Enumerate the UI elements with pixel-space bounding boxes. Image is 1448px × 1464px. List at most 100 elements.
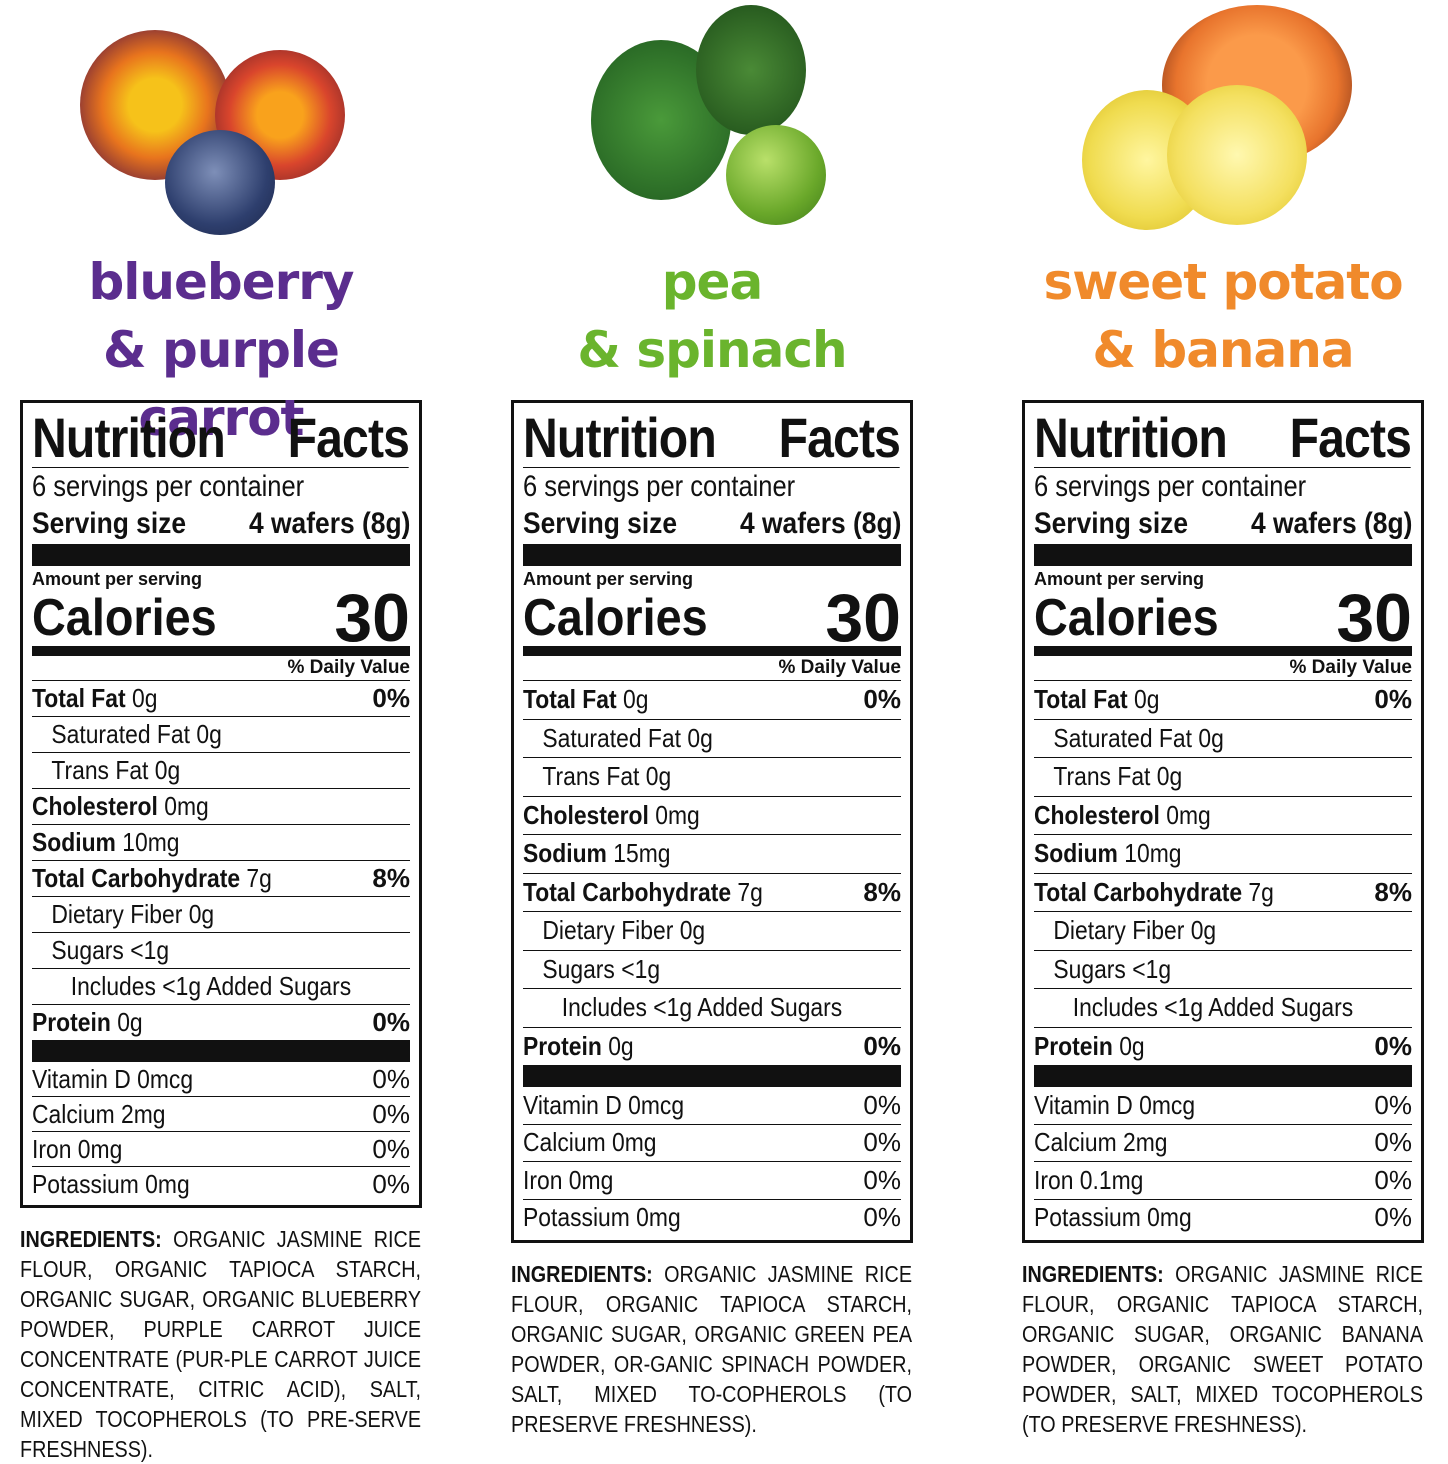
vitamin-name: Iron 0mg	[523, 1164, 614, 1195]
nutrient-amount: 0mg	[655, 799, 700, 830]
calories-label: Calories	[523, 589, 708, 647]
vitamin-row: Vitamin D 0mcg 0%	[32, 1062, 410, 1097]
nutrient-row: Includes <1g Added Sugars	[523, 989, 901, 1028]
nutrient-daily-value: 0%	[1374, 684, 1412, 715]
nutrient-amount: 0g	[1134, 684, 1160, 715]
nutrient-label: Sugars <1g	[32, 935, 169, 966]
vitamin-daily-value: 0%	[1374, 1202, 1412, 1233]
nutrient-daily-value: 8%	[863, 876, 901, 907]
vitamin-name: Calcium 0mg	[523, 1127, 657, 1158]
nutrient-daily-value: 0%	[1374, 1030, 1412, 1061]
nutrient-amount: <1g	[130, 935, 170, 965]
ingredients-label: INGREDIENTS:	[1022, 1261, 1164, 1287]
nutrient-row: Total Carbohydrate 7g 8%	[32, 861, 410, 897]
heading-right: Facts	[778, 406, 901, 469]
blueberry-purple-carrot-photo	[20, 0, 422, 240]
nutrient-row: Trans Fat 0g	[1034, 758, 1412, 797]
calories-label: Calories	[32, 589, 217, 647]
heading-left: Nutrition	[1034, 406, 1228, 469]
nutrient-label: Saturated Fat 0g	[523, 723, 712, 754]
vitamin-row: Potassium 0mg 0%	[523, 1200, 901, 1237]
nutrient-label: Total Carbohydrate 7g	[523, 877, 763, 908]
nutrient-row: Protein 0g 0%	[32, 1005, 410, 1062]
nutrient-row: Sugars <1g	[32, 933, 410, 969]
servings-per-container: 6 servings per container	[1034, 470, 1307, 503]
nutrient-row: Total Fat 0g 0%	[1034, 681, 1412, 720]
vitamin-row: Calcium 2mg 0%	[1034, 1125, 1412, 1162]
vitamin-row: Iron 0mg 0%	[32, 1132, 410, 1167]
nutrient-name: Total Carbohydrate	[1034, 876, 1243, 907]
nutrient-amount: 0g	[1119, 1030, 1145, 1061]
nutrient-label: Cholesterol 0mg	[32, 791, 209, 822]
nutrition-facts-label: Nutrition Facts 6 servings per container Se…	[1022, 400, 1424, 1243]
nutrient-label: Total Fat 0g	[32, 683, 157, 714]
nutrient-label: Dietary Fiber 0g	[1034, 915, 1216, 946]
vitamin-daily-value: 0%	[863, 1127, 901, 1158]
nutrient-row: Cholesterol 0mg	[1034, 797, 1412, 835]
product-title: pea & spinach	[511, 248, 913, 388]
nutrient-daily-value: 8%	[372, 863, 410, 893]
vitamin-name: Potassium 0mg	[1034, 1202, 1192, 1233]
nutrient-label: Includes <1g Added Sugars	[523, 992, 843, 1023]
product-title-line2: & spinach	[577, 321, 847, 379]
nutrient-row: Cholesterol 0mg	[32, 789, 410, 825]
nutrient-row: Dietary Fiber 0g	[32, 897, 410, 933]
nutrient-name: Sugars	[542, 953, 615, 984]
vitamin-daily-value: 0%	[372, 1098, 410, 1129]
product-column: blueberry & purple carrot Nutrition Facts 6 …	[20, 0, 422, 1464]
nutrient-label: Trans Fat 0g	[1034, 761, 1182, 792]
nutrient-row: Sodium 10mg	[1034, 835, 1412, 874]
nutrient-daily-value: 0%	[863, 1030, 901, 1061]
product-title: blueberry & purple carrot	[20, 248, 422, 447]
nutrient-label: Dietary Fiber 0g	[32, 899, 214, 930]
nutrient-label: Includes <1g Added Sugars	[1034, 992, 1354, 1023]
ingredients-label: INGREDIENTS:	[511, 1261, 653, 1287]
product-title: sweet potato & banana	[1022, 248, 1424, 388]
nutrient-name: Total Fat	[32, 683, 126, 713]
serving-size: Serving size 4 wafers (8g)	[32, 506, 410, 566]
sweet-potato-banana-photo	[1022, 0, 1424, 240]
nutrition-facts-label: Nutrition Facts 6 servings per container Se…	[511, 400, 913, 1243]
nutrient-label: Total Fat 0g	[523, 684, 648, 715]
ingredients-text: ORGANIC JASMINE RICE FLOUR, ORGANIC TAPI…	[1022, 1261, 1424, 1437]
nutrient-name: Trans Fat	[542, 761, 640, 792]
nutrient-amount: 0mg	[1166, 799, 1211, 830]
calories: Calories 30	[1034, 584, 1412, 656]
nutrient-daily-value: 8%	[1374, 876, 1412, 907]
nutrient-name: Trans Fat	[1053, 761, 1151, 792]
serving-size-value: 4 wafers (8g)	[248, 507, 410, 540]
nutrient-label: Saturated Fat 0g	[32, 719, 222, 750]
product-title-line1: sweet potato	[1043, 253, 1403, 311]
vitamin-row: Potassium 0mg 0%	[32, 1167, 410, 1201]
nutrient-amount: 0g	[1190, 915, 1217, 946]
nutrient-amount: 0g	[1156, 761, 1183, 792]
nutrient-row: Protein 0g 0%	[523, 1028, 901, 1087]
nutrient-name: Includes <1g Added Sugars	[70, 971, 352, 1001]
vitamin-row: Iron 0.1mg 0%	[1034, 1162, 1412, 1200]
serving-size-label: Serving size	[523, 507, 678, 540]
nutrient-amount: 10mg	[122, 827, 180, 857]
serving-size: Serving size 4 wafers (8g)	[523, 506, 901, 566]
ingredients-label: INGREDIENTS:	[20, 1226, 162, 1252]
nutrient-label: Sugars <1g	[523, 954, 660, 985]
nutrient-name: Total Fat	[1034, 684, 1128, 715]
nutrient-label: Sodium 10mg	[1034, 838, 1182, 869]
nutrient-amount: 0g	[1198, 722, 1224, 753]
vitamin-daily-value: 0%	[1374, 1127, 1412, 1158]
nutrient-amount: 0g	[679, 915, 706, 946]
product-title-line2: & purple carrot	[103, 321, 340, 447]
calories-value: 30	[825, 580, 901, 656]
servings-per-container: 6 servings per container	[523, 470, 796, 503]
nutrient-amount: 0g	[188, 899, 215, 929]
nutrient-amount: 7g	[1248, 876, 1274, 907]
nutrient-daily-value: 0%	[863, 684, 901, 715]
nutrient-row: Sodium 15mg	[523, 835, 901, 874]
nutrient-name: Total Fat	[523, 684, 617, 715]
nutrition-facts-label: Nutrition Facts 6 servings per container Se…	[20, 400, 422, 1208]
nutrient-name: Includes <1g Added Sugars	[561, 992, 843, 1023]
nutrient-amount: 0g	[196, 719, 222, 749]
nutrient-name: Dietary Fiber	[1053, 915, 1185, 946]
nutrient-row: Saturated Fat 0g	[32, 717, 410, 753]
nutrient-label: Protein 0g	[1034, 1031, 1145, 1062]
vitamin-daily-value: 0%	[1374, 1164, 1412, 1195]
